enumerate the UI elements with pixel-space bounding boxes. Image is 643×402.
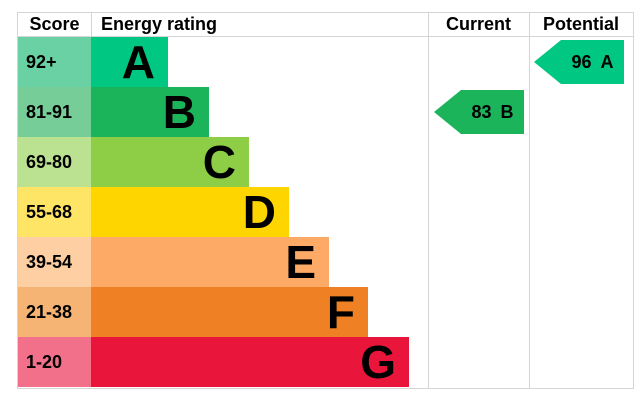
band-letter-g: G: [360, 336, 396, 388]
header-potential: Potential: [542, 14, 619, 34]
band-row-a: 92+ A: [18, 37, 428, 87]
band-letter-e: E: [285, 236, 316, 288]
band-row-f: 21-38 F: [18, 287, 428, 337]
band-row-g: 1-20 G: [18, 337, 428, 387]
band-row-e: 39-54 E: [18, 237, 428, 287]
current-score-value: 83: [471, 101, 492, 122]
header-score: Score: [29, 14, 80, 34]
band-bar-e: E: [91, 237, 329, 287]
score-range-f: 21-38: [18, 287, 91, 337]
band-bar-d: D: [91, 187, 289, 237]
band-letter-c: C: [202, 136, 236, 188]
band-letter-a: A: [121, 36, 155, 88]
band-letter-b: B: [162, 86, 196, 138]
potential-rating-arrow: 96 A: [534, 40, 624, 84]
header-current: Current: [445, 14, 511, 34]
potential-score-value: 96: [571, 51, 592, 72]
band-letter-f: F: [326, 286, 355, 338]
score-range-b: 81-91: [18, 87, 91, 137]
current-arrow-body: 83 B: [461, 90, 524, 134]
header-row: Score Energy rating Current Potential: [18, 13, 633, 37]
current-arrow-tip-icon: [434, 90, 461, 134]
score-range-a: 92+: [18, 37, 91, 87]
current-band-letter: B: [500, 101, 514, 122]
band-bar-c: C: [91, 137, 249, 187]
score-range-e: 39-54: [18, 237, 91, 287]
band-letter-d: D: [242, 186, 276, 238]
band-row-d: 55-68 D: [18, 187, 428, 237]
current-column-divider: [428, 13, 429, 388]
chart-frame: Score Energy rating Current Potential 92…: [17, 12, 634, 389]
potential-arrow-body: 96 A: [561, 40, 624, 84]
band-bar-a: A: [91, 37, 168, 87]
score-range-c: 69-80: [18, 137, 91, 187]
score-range-d: 55-68: [18, 187, 91, 237]
band-bar-g: G: [91, 337, 409, 387]
band-row-b: 81-91 B: [18, 87, 428, 137]
score-range-g: 1-20: [18, 337, 91, 387]
band-bar-b: B: [91, 87, 209, 137]
potential-arrow-tip-icon: [534, 40, 561, 84]
band-bar-f: F: [91, 287, 368, 337]
potential-column-divider: [529, 13, 530, 388]
header-energy-rating: Energy rating: [101, 14, 218, 34]
potential-band-letter: A: [600, 51, 614, 72]
current-rating-arrow: 83 B: [434, 90, 524, 134]
band-row-c: 69-80 C: [18, 137, 428, 187]
score-column-divider: [91, 13, 92, 36]
